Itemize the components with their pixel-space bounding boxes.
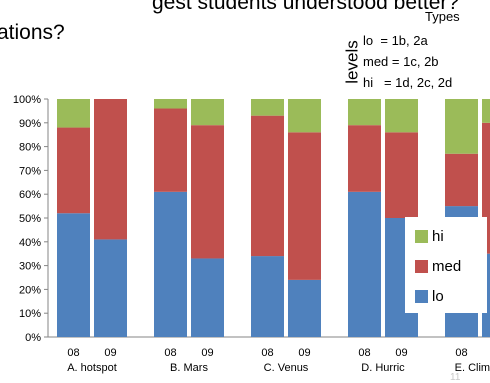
bar-year-label: 08 [455,347,467,359]
bar-segment-hi [154,99,187,109]
bar-year-label: 08 [261,347,273,359]
bar-segment-hi [191,99,224,126]
type-row-level: lo [363,33,374,48]
type-row-level: med [363,54,389,69]
type-row-level: hi [363,75,374,90]
bar-segment-med [94,99,127,240]
legend-item-med: med [415,257,462,275]
bar-segment-hi [288,99,321,133]
y-tick-label: 20% [19,284,41,296]
bar-segment-lo [94,239,127,337]
bar-segment-lo [251,256,284,337]
bar-segment-lo [57,213,90,337]
bar-segment-hi [251,99,284,116]
bar-segment-lo [154,191,187,337]
legend-label-hi: hi [432,227,444,245]
chart-legend: hi med lo [405,217,487,313]
bar-segment-hi [385,99,418,133]
page-number: 11 [450,372,461,383]
category-label: B. Mars [170,362,208,374]
bar-year-label: 08 [164,347,176,359]
bar-segment-med [191,125,224,259]
bar-year-label: 08 [358,347,370,359]
y-tick-label: 30% [19,261,41,273]
legend-label-med: med [432,257,462,275]
bar-segment-lo [348,191,381,337]
bar-year-label: 09 [298,347,310,359]
bar-segment-hi [57,99,90,128]
bar-year-label: 09 [201,347,213,359]
bar-year-label: 09 [104,347,116,359]
y-tick-label: 100% [13,94,41,106]
bar-segment-hi [445,99,478,154]
bar-segment-med [445,153,478,207]
type-row-lo: lo = 1b, 2a [363,33,428,48]
y-tick-label: 10% [19,308,41,320]
bar-segment-med [251,115,284,257]
legend-item-hi: hi [415,227,444,245]
legend-swatch-lo [415,289,428,303]
y-tick-label: 80% [19,142,41,154]
bar-segment-med [57,127,90,214]
y-tick-label: 90% [19,118,41,130]
slide-heading-line2: ations? [0,21,65,44]
bar-segment-med [288,132,321,280]
bar-segment-hi [348,99,381,126]
type-row-types: = 1b, 2a [380,33,428,48]
y-tick-label: 50% [19,213,41,225]
types-title: Types [425,9,460,24]
category-label: A. hotspot [67,362,117,374]
legend-swatch-hi [415,229,428,243]
legend-swatch-med [415,259,428,273]
y-tick-label: 70% [19,165,41,177]
legend-item-lo: lo [415,287,444,305]
bar-segment-lo [191,258,224,337]
bar-segment-hi [482,99,490,123]
category-label: E. Climate [455,362,490,374]
y-tick-label: 60% [19,189,41,201]
bar-year-label: 09 [395,347,407,359]
bar-segment-med [154,108,187,192]
legend-label-lo: lo [432,287,444,305]
bar-year-label: 08 [67,347,79,359]
slide-heading-line1: gest students understood better? [152,0,460,14]
bar-segment-lo [288,279,321,337]
bar-segment-med [482,122,490,254]
bar-segment-med [385,132,418,218]
y-tick-label: 40% [19,237,41,249]
type-row-types: = 1d, 2c, 2d [383,75,453,90]
y-tick-label: 0% [25,332,41,344]
category-label: C. Venus [264,362,309,374]
category-label: D. Hurric [361,362,405,374]
type-row-types: = 1c, 2b [391,54,439,69]
bar-segment-med [348,125,381,192]
type-row-hi: hi = 1d, 2c, 2d [363,75,452,90]
type-row-med: med = 1c, 2b [363,54,439,69]
